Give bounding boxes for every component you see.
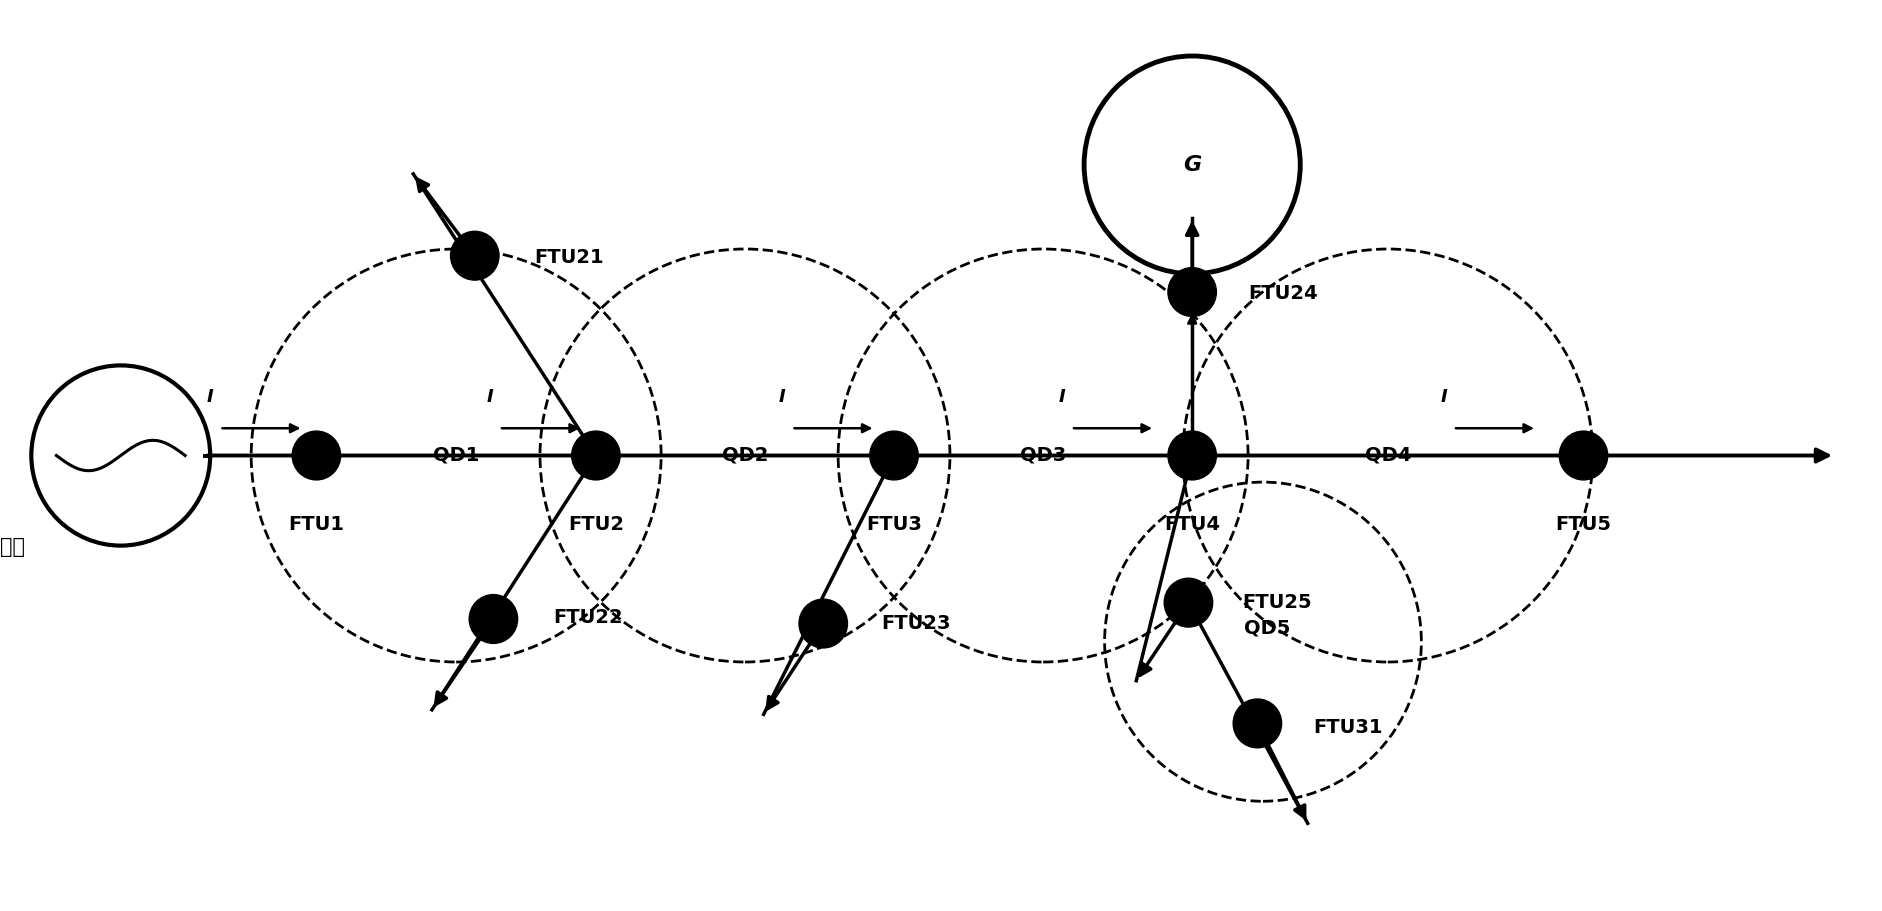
Text: QD1: QD1	[433, 446, 480, 465]
Ellipse shape	[469, 595, 518, 643]
Ellipse shape	[1233, 699, 1282, 748]
Text: FTU4: FTU4	[1163, 515, 1220, 534]
Ellipse shape	[572, 431, 619, 480]
Text: 系统: 系统	[0, 537, 24, 558]
Text: I: I	[1440, 387, 1447, 405]
Text: QD3: QD3	[1020, 446, 1065, 465]
Ellipse shape	[1167, 268, 1216, 316]
Text: FTU22: FTU22	[553, 608, 623, 627]
Text: FTU2: FTU2	[568, 515, 623, 534]
Ellipse shape	[798, 599, 847, 648]
Ellipse shape	[1163, 578, 1212, 627]
Text: QD2: QD2	[721, 446, 768, 465]
Ellipse shape	[1558, 431, 1607, 480]
Ellipse shape	[292, 431, 341, 480]
Text: FTU3: FTU3	[866, 515, 922, 534]
Text: I: I	[207, 387, 213, 405]
Text: QD5: QD5	[1242, 619, 1289, 638]
Text: QD4: QD4	[1364, 446, 1410, 465]
Text: FTU23: FTU23	[881, 614, 950, 633]
Text: G: G	[1182, 155, 1201, 175]
Text: FTU25: FTU25	[1242, 593, 1312, 612]
Text: FTU21: FTU21	[534, 248, 604, 267]
Ellipse shape	[1167, 431, 1216, 480]
Text: FTU24: FTU24	[1248, 284, 1317, 303]
Text: I: I	[1058, 387, 1065, 405]
Text: FTU31: FTU31	[1312, 719, 1381, 738]
Ellipse shape	[869, 431, 918, 480]
Text: FTU5: FTU5	[1555, 515, 1611, 534]
Text: I: I	[486, 387, 493, 405]
Text: FTU1: FTU1	[288, 515, 344, 534]
Text: I: I	[779, 387, 785, 405]
Ellipse shape	[450, 231, 499, 280]
